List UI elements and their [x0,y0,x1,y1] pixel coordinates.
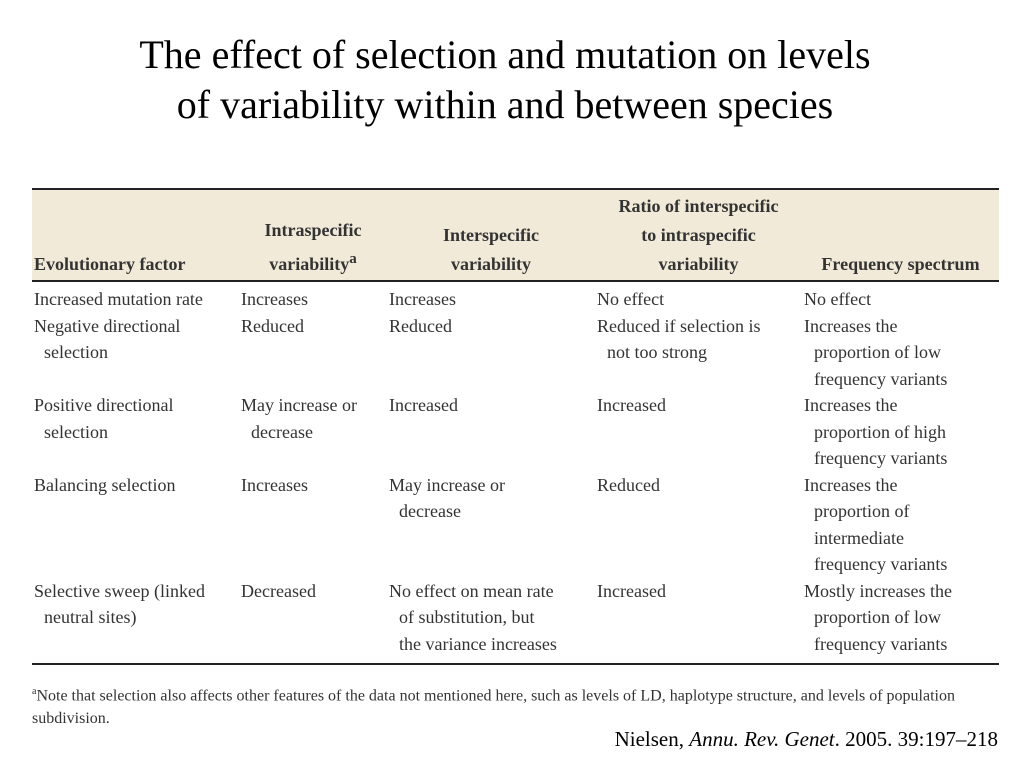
interspecific-cell: Increased [387,392,595,472]
footnote-marker: a [349,251,357,267]
table-row: Increased mutation rate Increases Increase… [32,281,999,313]
citation-author: Nielsen, [614,727,690,751]
frequency-cell: Increases the proportion of intermediate fr… [802,472,999,578]
ratio-cell: No effect [595,281,802,313]
factor-cell: Balancing selection [32,472,239,578]
interspecific-cell: Reduced [387,313,595,393]
table: Evolutionary factor Intraspecific variab… [32,188,999,665]
table-row: Positive directional selection May increas… [32,392,999,472]
cell-text: decrease [251,421,313,442]
cell-text: Reduced [389,315,452,336]
citation-details: . 2005. 39:197–218 [834,727,998,751]
cell-text: May increase or [241,395,357,415]
cell-text: Reduced [241,315,304,336]
cell-text: frequency variants [814,448,948,468]
slide-title: The effect of selection and mutation on … [0,30,1010,130]
table-row: Balancing selection Increases May increase… [32,472,999,578]
cell-text: Increases [241,474,308,495]
intraspecific-cell: Decreased [239,577,387,665]
cell-text: frequency variants [814,554,948,574]
frequency-cell: Increases the proportion of low frequency … [802,313,999,393]
cell-text: intermediate [814,527,904,548]
header-frequency-spectrum: Frequency spectrum [802,188,999,282]
cell-text: Increases the [804,315,898,336]
cell-text: Increases the [804,395,898,415]
intraspecific-cell: Reduced [239,313,387,393]
cell-text: the variance increases [399,633,557,654]
table-header: Evolutionary factor Intraspecific variab… [32,188,999,282]
factor-cell: Negative directional selection [32,313,239,393]
interspecific-cell: No effect on mean rate of substitution, b… [387,577,595,665]
ratio-cell: Reduced [595,472,802,578]
slide-title-line-1: The effect of selection and mutation on … [139,32,871,77]
cell-text: No effect [804,289,872,309]
interspecific-cell: Increases [387,281,595,313]
cell-text: Reduced [597,474,660,495]
cell-text: not too strong [607,342,708,362]
cell-text: proportion of [814,501,910,521]
table-row: Selective sweep (linked neutral sites) Dec… [32,577,999,665]
interspecific-cell: May increase or decrease [387,472,595,578]
cell-text: Balancing selection [34,474,176,495]
footnote-marker: a [32,686,37,697]
ratio-cell: Increased [595,577,802,665]
cell-text: frequency variants [814,633,948,654]
cell-text: Increased [389,395,458,415]
cell-text: No effect on mean rate [389,580,554,601]
intraspecific-cell: May increase or decrease [239,392,387,472]
frequency-cell: Mostly increases the proportion of low fre… [802,577,999,665]
factor-cell: Increased mutation rate [32,281,239,313]
ratio-cell: Reduced if selection is not too strong [595,313,802,393]
cell-text: Negative directional [34,315,181,336]
citation-journal: Annu. Rev. Genet [689,727,835,751]
cell-text: proportion of low [814,342,941,362]
cell-text: Increased [597,395,666,415]
cell-text: decrease [399,501,461,521]
cell-text: neutral sites) [44,607,137,627]
cell-text: proportion of low [814,607,941,627]
cell-text: Increases the [804,474,898,495]
header-evolutionary-factor: Evolutionary factor [32,188,239,282]
footnote: aNote that selection also affects other … [32,680,1002,730]
cell-text: Selective sweep (linked [34,580,205,601]
slide-title-line-2: of variability within and between specie… [176,82,834,127]
evolution-factors-table: Evolutionary factor Intraspecific variab… [32,188,999,665]
cell-text: of substitution, but [399,607,535,627]
cell-text: May increase or [389,474,505,495]
cell-text: Positive directional [34,395,174,415]
intraspecific-cell: Increases [239,472,387,578]
factor-cell: Selective sweep (linked neutral sites) [32,577,239,665]
header-interspecific-variability: Interspecific variability [387,188,595,282]
cell-text: Increased mutation rate [34,289,203,309]
cell-text: Reduced if selection is [597,315,761,336]
cell-text: Increases [389,289,456,309]
cell-text: Increases [241,289,308,309]
frequency-cell: No effect [802,281,999,313]
footnote-text: Note that selection also affects other f… [32,687,955,728]
table-body: Increased mutation rate Increases Increase… [32,281,999,665]
citation: Nielsen, Annu. Rev. Genet. 2005. 39:197–… [615,727,998,751]
ratio-cell: Increased [595,392,802,472]
table-row: Negative directional selection Reduced Redu… [32,313,999,393]
cell-text: frequency variants [814,368,948,389]
cell-text: Decreased [241,580,316,601]
header-intraspecific-variability: Intraspecific variabilitya [239,188,387,282]
header-ratio: Ratio of interspecific to intraspecific … [595,188,802,282]
cell-text: Mostly increases the [804,580,952,601]
cell-text: No effect [597,289,665,309]
factor-cell: Positive directional selection [32,392,239,472]
cell-text: selection [44,342,108,362]
intraspecific-cell: Increases [239,281,387,313]
cell-text: Increased [597,580,666,601]
cell-text: selection [44,421,108,442]
cell-text: proportion of high [814,421,946,442]
frequency-cell: Increases the proportion of high frequency… [802,392,999,472]
